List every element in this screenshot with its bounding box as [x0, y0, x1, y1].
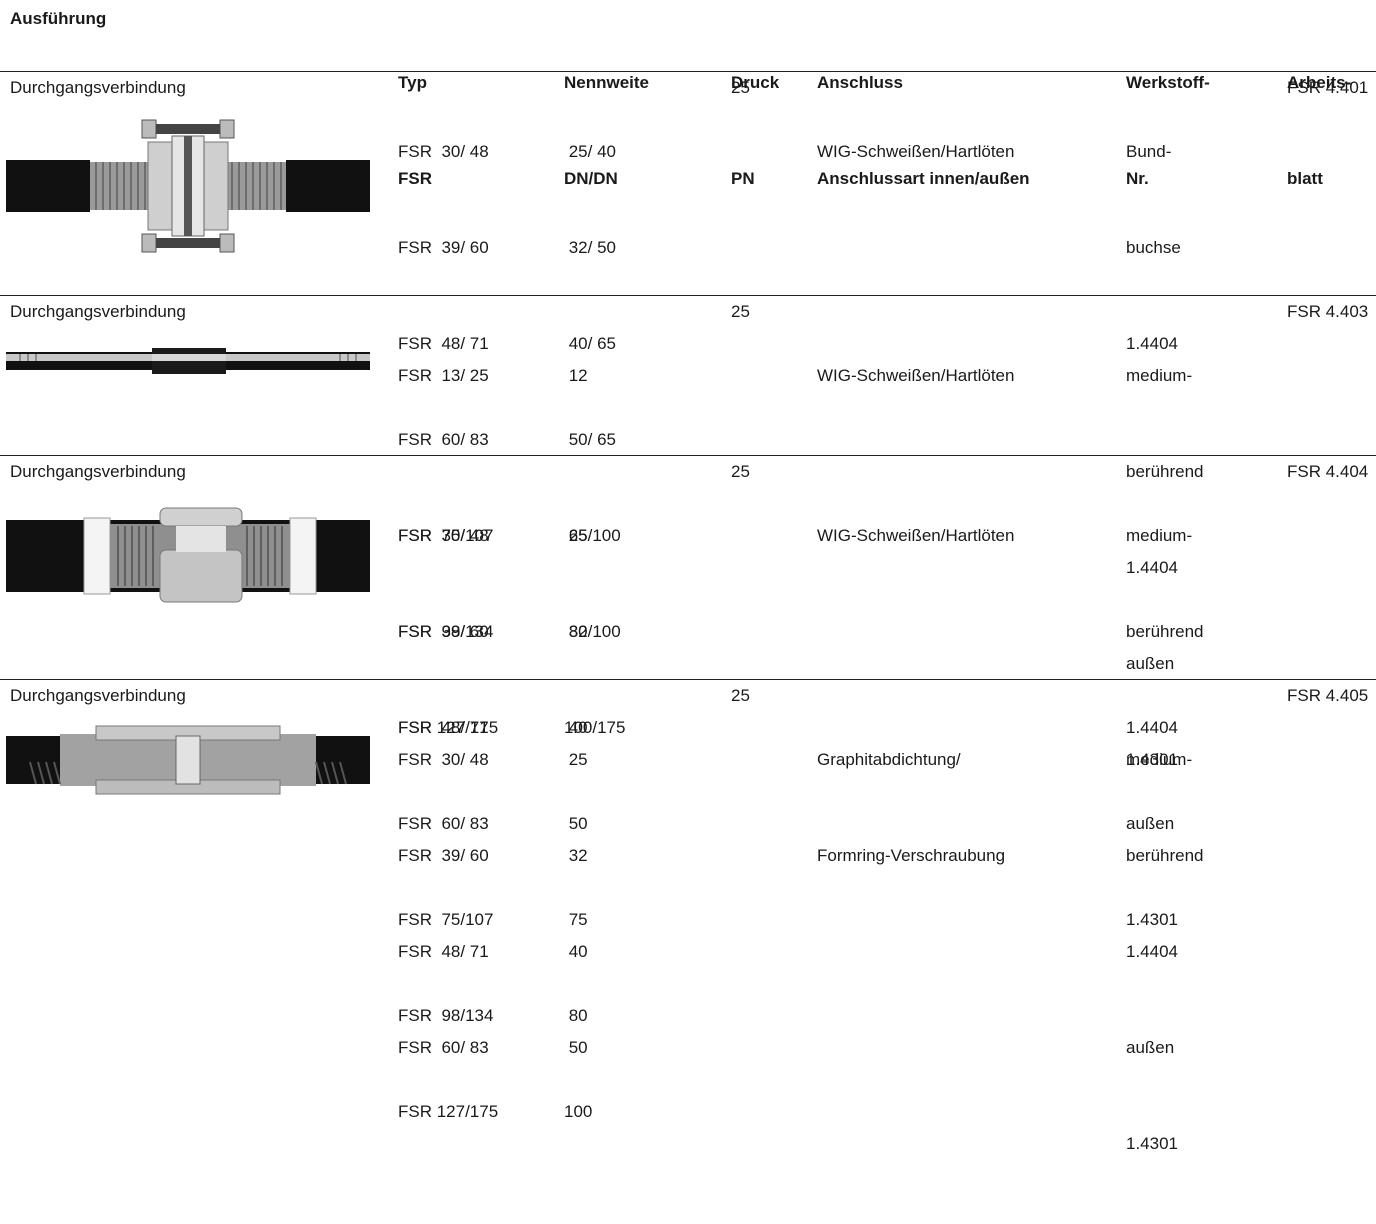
anschluss-cell: Graphitabdichtung/ Formring-Verschraubun…: [817, 750, 1006, 865]
header-ausfuehrung: Ausführung: [10, 9, 107, 28]
arbeitsblatt-cell: FSR 4.405: [1287, 686, 1369, 705]
header-nennweite: Nennweite DN/DN: [564, 73, 650, 188]
table-header: Ausführung Typ FSR Nennweite DN/DN Druck…: [0, 0, 1376, 188]
ausfuehrung-cell: Durchgangsverbindung: [10, 78, 186, 97]
werkstoff-cell: medium- berührend 1.4404 außen 1.4301: [1126, 750, 1204, 1153]
ausfuehrung-cell: Durchgangsverbindung: [10, 302, 186, 321]
arbeitsblatt-cell: FSR 4.404: [1287, 462, 1369, 481]
flange-pipe-connection-image: [6, 119, 370, 253]
table-row: Durchgangsverbindung FSR 13/ 25 12 25 WI…: [0, 296, 1376, 769]
druck-cell: 25: [731, 78, 750, 97]
threaded-pipe-connection-image: [6, 725, 370, 795]
ausfuehrung-cell: Durchgangsverbindung: [10, 462, 186, 481]
nennweite-cell: 25/ 40 32/ 50 40/ 65 50/ 65 65/100 80/10…: [564, 142, 626, 737]
header-divider: [0, 71, 1376, 72]
product-table: Ausführung Typ FSR Nennweite DN/DN Druck…: [0, 0, 1376, 1153]
table-row: Durchgangsverbindung FSR 30/ 48 FSR 39/ …: [0, 680, 1376, 1153]
druck-cell: 25: [731, 686, 750, 705]
row-divider: [0, 455, 1376, 456]
row-divider: [0, 679, 1376, 680]
anschluss-cell: WIG-Schweißen/Hartlöten: [817, 366, 1015, 385]
sleeve-pipe-connection-image: [6, 507, 370, 603]
header-werkstoff: Werkstoff- Nr.: [1126, 73, 1210, 188]
table-row: Durchgangsverbindung FSR 30/ 48 FSR 39/ …: [0, 72, 1376, 737]
anschluss-cell: WIG-Schweißen/Hartlöten: [817, 142, 1015, 161]
werkstoff-cell: Bund- buchse 1.4404: [1126, 142, 1181, 353]
row-divider: [0, 295, 1376, 296]
header-anschluss: Anschluss Anschlussart innen/außen: [817, 73, 1030, 188]
druck-cell: 25: [731, 302, 750, 321]
anschluss-cell: WIG-Schweißen/Hartlöten: [817, 526, 1015, 545]
typ-cell: FSR 30/ 48 FSR 39/ 60 FSR 48/ 71 FSR 60/…: [398, 750, 489, 1057]
table-row: Durchgangsverbindung FSR 30/ 48 FSR 39/ …: [0, 456, 1376, 1121]
ausfuehrung-cell: Durchgangsverbindung: [10, 686, 186, 705]
header-arbeitsblatt: Arbeits- blatt: [1287, 73, 1352, 188]
slim-pipe-connection-image: [6, 348, 370, 374]
arbeitsblatt-cell: FSR 4.401: [1287, 78, 1369, 97]
header-typ: Typ FSR: [398, 73, 432, 188]
nennweite-cell: 12: [564, 366, 588, 385]
header-druck: Druck PN: [731, 73, 780, 188]
werkstoff-cell: medium- berührend 1.4404 außen 1.4301: [1126, 366, 1204, 769]
nennweite-cell: 25 32 40 50: [564, 750, 588, 1057]
arbeitsblatt-cell: FSR 4.403: [1287, 302, 1369, 321]
typ-cell: FSR 13/ 25: [398, 366, 489, 385]
typ-cell: FSR 30/ 48 FSR 39/ 60 FSR 48/ 71 FSR 60/…: [398, 142, 499, 737]
druck-cell: 25: [731, 462, 750, 481]
